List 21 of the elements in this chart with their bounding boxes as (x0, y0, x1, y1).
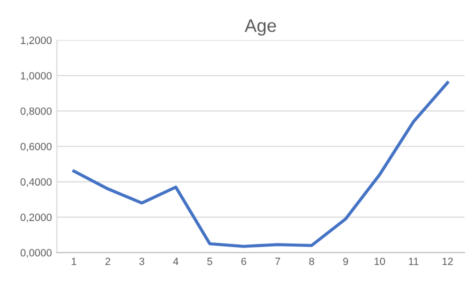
x-tick-label: 7 (275, 258, 280, 265)
y-tick-label: 0,2000 (20, 214, 52, 222)
x-tick-label: 2 (105, 258, 110, 265)
x-tick-label: 4 (173, 258, 178, 265)
x-tick-label: 11 (408, 258, 418, 265)
x-tick-label: 1 (72, 258, 76, 265)
line-series (72, 81, 450, 248)
y-tick-label: 0,4000 (20, 178, 52, 187)
x-tick-label: 12 (442, 258, 453, 265)
x-tick-label: 3 (139, 258, 144, 266)
y-tick-label: 0,8000 (20, 107, 52, 116)
chart-title: Age (244, 19, 276, 36)
x-tick-label: 6 (241, 258, 246, 266)
x-tick-label: 9 (343, 258, 348, 266)
y-tick-label: 1,0000 (20, 72, 52, 81)
y-tick-label: 0,0000 (20, 249, 52, 258)
x-tick-label: 10 (374, 258, 385, 266)
x-tick-label: 5 (207, 258, 212, 266)
y-tick-label: 0,6000 (20, 142, 52, 152)
x-tick-label: 8 (309, 258, 314, 266)
y-tick-label: 1,2000 (20, 36, 52, 46)
